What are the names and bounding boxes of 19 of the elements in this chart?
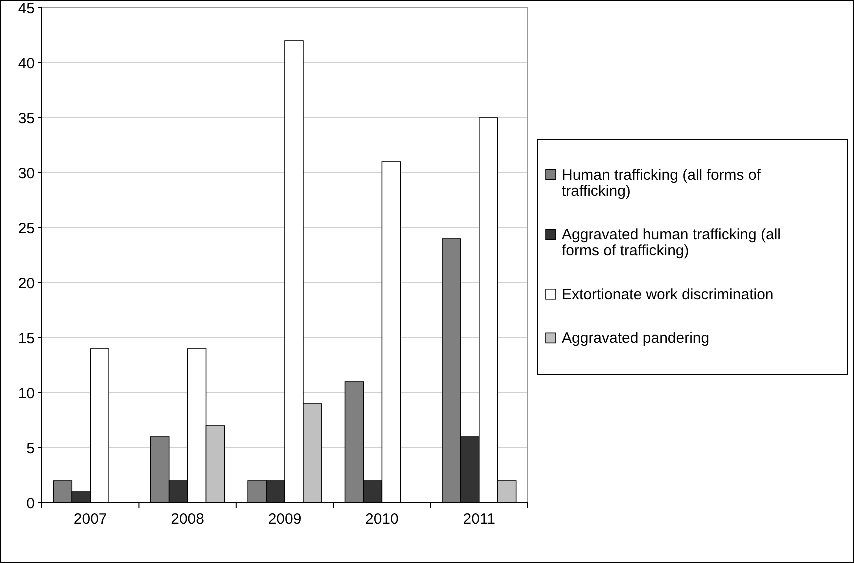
y-tick-label: 45	[18, 0, 35, 18]
x-tick-label: 2011	[463, 511, 496, 528]
y-tick-label: 10	[18, 385, 35, 402]
legend-label: Aggravated pandering	[562, 330, 710, 348]
y-tick-label: 25	[18, 220, 35, 238]
y-tick-label: 35	[18, 110, 35, 128]
y-tick-label: 40	[18, 55, 35, 72]
legend-label: Extortionate work discrimination	[562, 286, 774, 304]
y-tick-label: 5	[26, 440, 35, 458]
y-tick-label: 20	[18, 275, 35, 292]
y-tick-label: 15	[18, 330, 35, 348]
x-tick-label: 2007	[74, 511, 108, 528]
x-tick-label: 2010	[366, 511, 399, 528]
legend-label: Aggravated human trafficking (all forms of trafficking)	[562, 226, 782, 260]
y-tick-label: 30	[18, 165, 35, 182]
x-tick-label: 2009	[268, 511, 302, 528]
y-tick-label: 0	[26, 495, 35, 512]
x-tick-label: 2008	[171, 511, 204, 528]
legend-label: Human trafficking (all forms of trafficking)	[562, 166, 762, 200]
